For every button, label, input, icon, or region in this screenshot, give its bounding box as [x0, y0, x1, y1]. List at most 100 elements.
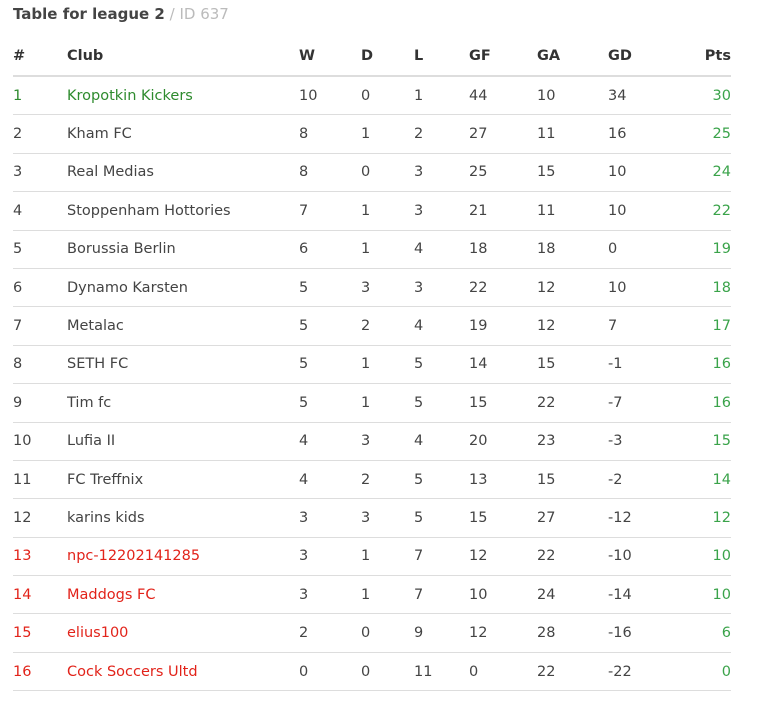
goal-difference-cell: 10	[608, 153, 678, 193]
goal-difference-cell: -22	[608, 652, 678, 692]
goal-difference-cell: 16	[608, 114, 678, 154]
table-row: 7 Metalac 5 2 4 19 12 7 17	[13, 306, 731, 346]
draws-cell: 1	[361, 114, 414, 154]
goals-for-cell: 13	[469, 460, 537, 500]
draws-cell: 1	[361, 575, 414, 615]
table-row: 13 npc-12202141285 3 1 7 12 22 -10 10	[13, 537, 731, 577]
club-name: npc-12202141285	[67, 537, 299, 577]
goals-against-cell: 15	[537, 345, 608, 385]
losses-cell: 4	[414, 230, 469, 269]
wins-cell: 8	[299, 114, 361, 154]
table-row: 12 karins kids 3 3 5 15 27 -12 12	[13, 498, 731, 538]
table-row: 2 Kham FC 8 1 2 27 11 16 25	[13, 114, 731, 154]
losses-cell: 3	[414, 268, 469, 308]
club-name: Borussia Berlin	[67, 230, 299, 269]
goal-difference-cell: 0	[608, 230, 678, 269]
points-cell: 10	[678, 537, 731, 577]
rank-cell: 6	[13, 268, 67, 308]
column-header-goals-for: GF	[469, 37, 537, 77]
points-cell: 10	[678, 575, 731, 615]
club-name: FC Treffnix	[67, 460, 299, 500]
losses-cell: 5	[414, 498, 469, 538]
losses-cell: 4	[414, 422, 469, 461]
goals-for-cell: 15	[469, 383, 537, 423]
draws-cell: 0	[361, 153, 414, 193]
table-row: 14 Maddogs FC 3 1 7 10 24 -14 10	[13, 575, 731, 615]
table-row: 10 Lufia II 4 3 4 20 23 -3 15	[13, 422, 731, 461]
column-header-wins: W	[299, 37, 361, 77]
club-name: Real Medias	[67, 153, 299, 193]
goals-against-cell: 22	[537, 383, 608, 423]
goal-difference-cell: -12	[608, 498, 678, 538]
club-name: Metalac	[67, 306, 299, 346]
wins-cell: 4	[299, 460, 361, 500]
points-cell: 15	[678, 422, 731, 461]
wins-cell: 5	[299, 306, 361, 346]
wins-cell: 4	[299, 422, 361, 461]
column-header-club: Club	[67, 37, 299, 77]
goals-against-cell: 22	[537, 652, 608, 692]
table-header-row: # Club W D L GF GA GD Pts	[13, 37, 731, 77]
table-row: 4 Stoppenham Hottories 7 1 3 21 11 10 22	[13, 191, 731, 231]
wins-cell: 8	[299, 153, 361, 193]
goals-for-cell: 20	[469, 422, 537, 461]
draws-cell: 0	[361, 76, 414, 116]
table-row: 8 SETH FC 5 1 5 14 15 -1 16	[13, 345, 731, 385]
wins-cell: 2	[299, 613, 361, 653]
goals-against-cell: 11	[537, 114, 608, 154]
draws-cell: 2	[361, 306, 414, 346]
goals-for-cell: 27	[469, 114, 537, 154]
table-row: 11 FC Treffnix 4 2 5 13 15 -2 14	[13, 460, 731, 500]
rank-cell: 9	[13, 383, 67, 423]
rank-cell: 11	[13, 460, 67, 500]
points-cell: 16	[678, 345, 731, 385]
rank-cell: 4	[13, 191, 67, 231]
draws-cell: 1	[361, 345, 414, 385]
club-name: Maddogs FC	[67, 575, 299, 615]
points-cell: 25	[678, 114, 731, 154]
wins-cell: 7	[299, 191, 361, 231]
goal-difference-cell: 7	[608, 306, 678, 346]
goals-for-cell: 18	[469, 230, 537, 269]
wins-cell: 5	[299, 268, 361, 308]
losses-cell: 5	[414, 345, 469, 385]
rank-cell: 16	[13, 652, 67, 692]
goals-against-cell: 23	[537, 422, 608, 461]
club-name: Kropotkin Kickers	[67, 76, 299, 116]
goals-against-cell: 18	[537, 230, 608, 269]
league-title: Table for league 2	[13, 5, 165, 23]
goals-for-cell: 21	[469, 191, 537, 231]
wins-cell: 5	[299, 345, 361, 385]
goal-difference-cell: -2	[608, 460, 678, 500]
goal-difference-cell: 10	[608, 268, 678, 308]
draws-cell: 1	[361, 230, 414, 269]
league-table: # Club W D L GF GA GD Pts 1 Kropotkin Kic…	[13, 37, 731, 692]
losses-cell: 1	[414, 76, 469, 116]
column-header-rank: #	[13, 37, 67, 77]
goals-against-cell: 12	[537, 268, 608, 308]
points-cell: 16	[678, 383, 731, 423]
wins-cell: 3	[299, 575, 361, 615]
losses-cell: 3	[414, 153, 469, 193]
wins-cell: 3	[299, 537, 361, 577]
losses-cell: 7	[414, 537, 469, 577]
rank-cell: 3	[13, 153, 67, 193]
goals-against-cell: 28	[537, 613, 608, 653]
goal-difference-cell: 34	[608, 76, 678, 116]
losses-cell: 4	[414, 306, 469, 346]
club-name: Dynamo Karsten	[67, 268, 299, 308]
goal-difference-cell: -7	[608, 383, 678, 423]
table-row: 6 Dynamo Karsten 5 3 3 22 12 10 18	[13, 268, 731, 308]
draws-cell: 0	[361, 652, 414, 692]
losses-cell: 9	[414, 613, 469, 653]
rank-cell: 5	[13, 230, 67, 269]
goals-for-cell: 12	[469, 537, 537, 577]
losses-cell: 7	[414, 575, 469, 615]
wins-cell: 0	[299, 652, 361, 692]
draws-cell: 1	[361, 537, 414, 577]
points-cell: 6	[678, 613, 731, 653]
rank-cell: 12	[13, 498, 67, 538]
goals-for-cell: 12	[469, 613, 537, 653]
table-row: 5 Borussia Berlin 6 1 4 18 18 0 19	[13, 230, 731, 269]
points-cell: 22	[678, 191, 731, 231]
